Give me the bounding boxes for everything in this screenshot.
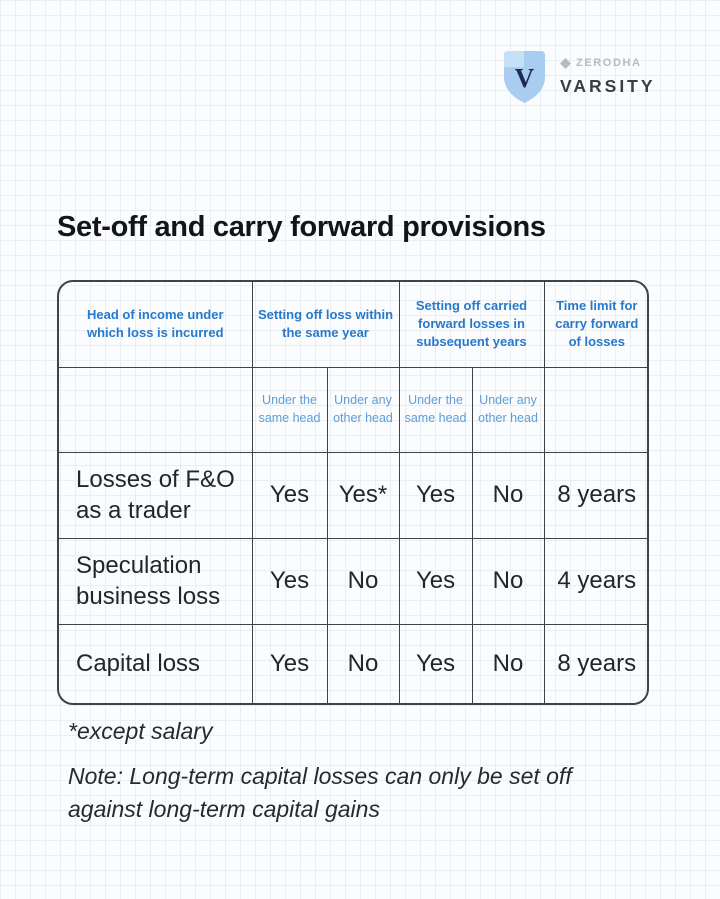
- row-label: Losses of F&O as a trader: [59, 451, 253, 539]
- zerodha-kite-icon: [560, 57, 571, 69]
- cell-value: No: [471, 623, 545, 703]
- cell-value: Yes*: [326, 451, 400, 539]
- subheader-empty-left: [59, 366, 253, 453]
- cell-value: No: [326, 537, 400, 625]
- cell-value: 8 years: [543, 623, 647, 703]
- cell-value: Yes: [251, 623, 328, 703]
- table-row-capital-loss: Capital loss Yes No Yes No 8 years: [59, 623, 647, 703]
- header-head-of-income: Head of income under which loss is incur…: [59, 282, 253, 368]
- cell-value: 4 years: [543, 537, 647, 625]
- cell-value: No: [326, 623, 400, 703]
- cell-value: Yes: [398, 451, 473, 539]
- cell-value: Yes: [398, 623, 473, 703]
- table-subheader-row: Under the same head Under any other head…: [59, 366, 647, 453]
- cell-value: Yes: [251, 451, 328, 539]
- row-label: Capital loss: [59, 623, 253, 703]
- subheader-same-head-2: Under the same head: [398, 366, 473, 453]
- varsity-label: VARSITY: [560, 76, 656, 96]
- provisions-table: Head of income under which loss is incur…: [57, 280, 649, 705]
- table-header-row: Head of income under which loss is incur…: [59, 282, 647, 368]
- table-row-speculation: Speculation business loss Yes No Yes No …: [59, 537, 647, 625]
- cell-value: 8 years: [543, 451, 647, 539]
- row-label: Speculation business loss: [59, 537, 253, 625]
- cell-value: No: [471, 451, 545, 539]
- header-setting-off-carried-forward: Setting off carried forward losses in su…: [398, 282, 545, 368]
- page-title: Set-off and carry forward provisions: [57, 211, 546, 243]
- subheader-same-head-1: Under the same head: [251, 366, 328, 453]
- varsity-logo: V ZERODHA VARSITY: [503, 50, 656, 104]
- header-time-limit: Time limit for carry forward of losses: [543, 282, 647, 368]
- table-row-fo-losses: Losses of F&O as a trader Yes Yes* Yes N…: [59, 451, 647, 539]
- zerodha-row: ZERODHA: [560, 57, 656, 69]
- brand-text: ZERODHA VARSITY: [560, 50, 656, 97]
- subheader-other-head-1: Under any other head: [326, 366, 400, 453]
- zerodha-label: ZERODHA: [576, 57, 642, 69]
- note-footnote: Note: Long-term capital losses can only …: [68, 763, 572, 823]
- subheader-other-head-2: Under any other head: [471, 366, 545, 453]
- cell-value: No: [471, 537, 545, 625]
- cell-value: Yes: [251, 537, 328, 625]
- varsity-shield-icon: V: [504, 51, 545, 103]
- subheader-empty-right: [543, 366, 647, 453]
- asterisk-footnote: *except salary: [68, 718, 213, 744]
- cell-value: Yes: [398, 537, 473, 625]
- shield-letter: V: [515, 63, 535, 93]
- header-setting-off-same-year: Setting off loss within the same year: [251, 282, 400, 368]
